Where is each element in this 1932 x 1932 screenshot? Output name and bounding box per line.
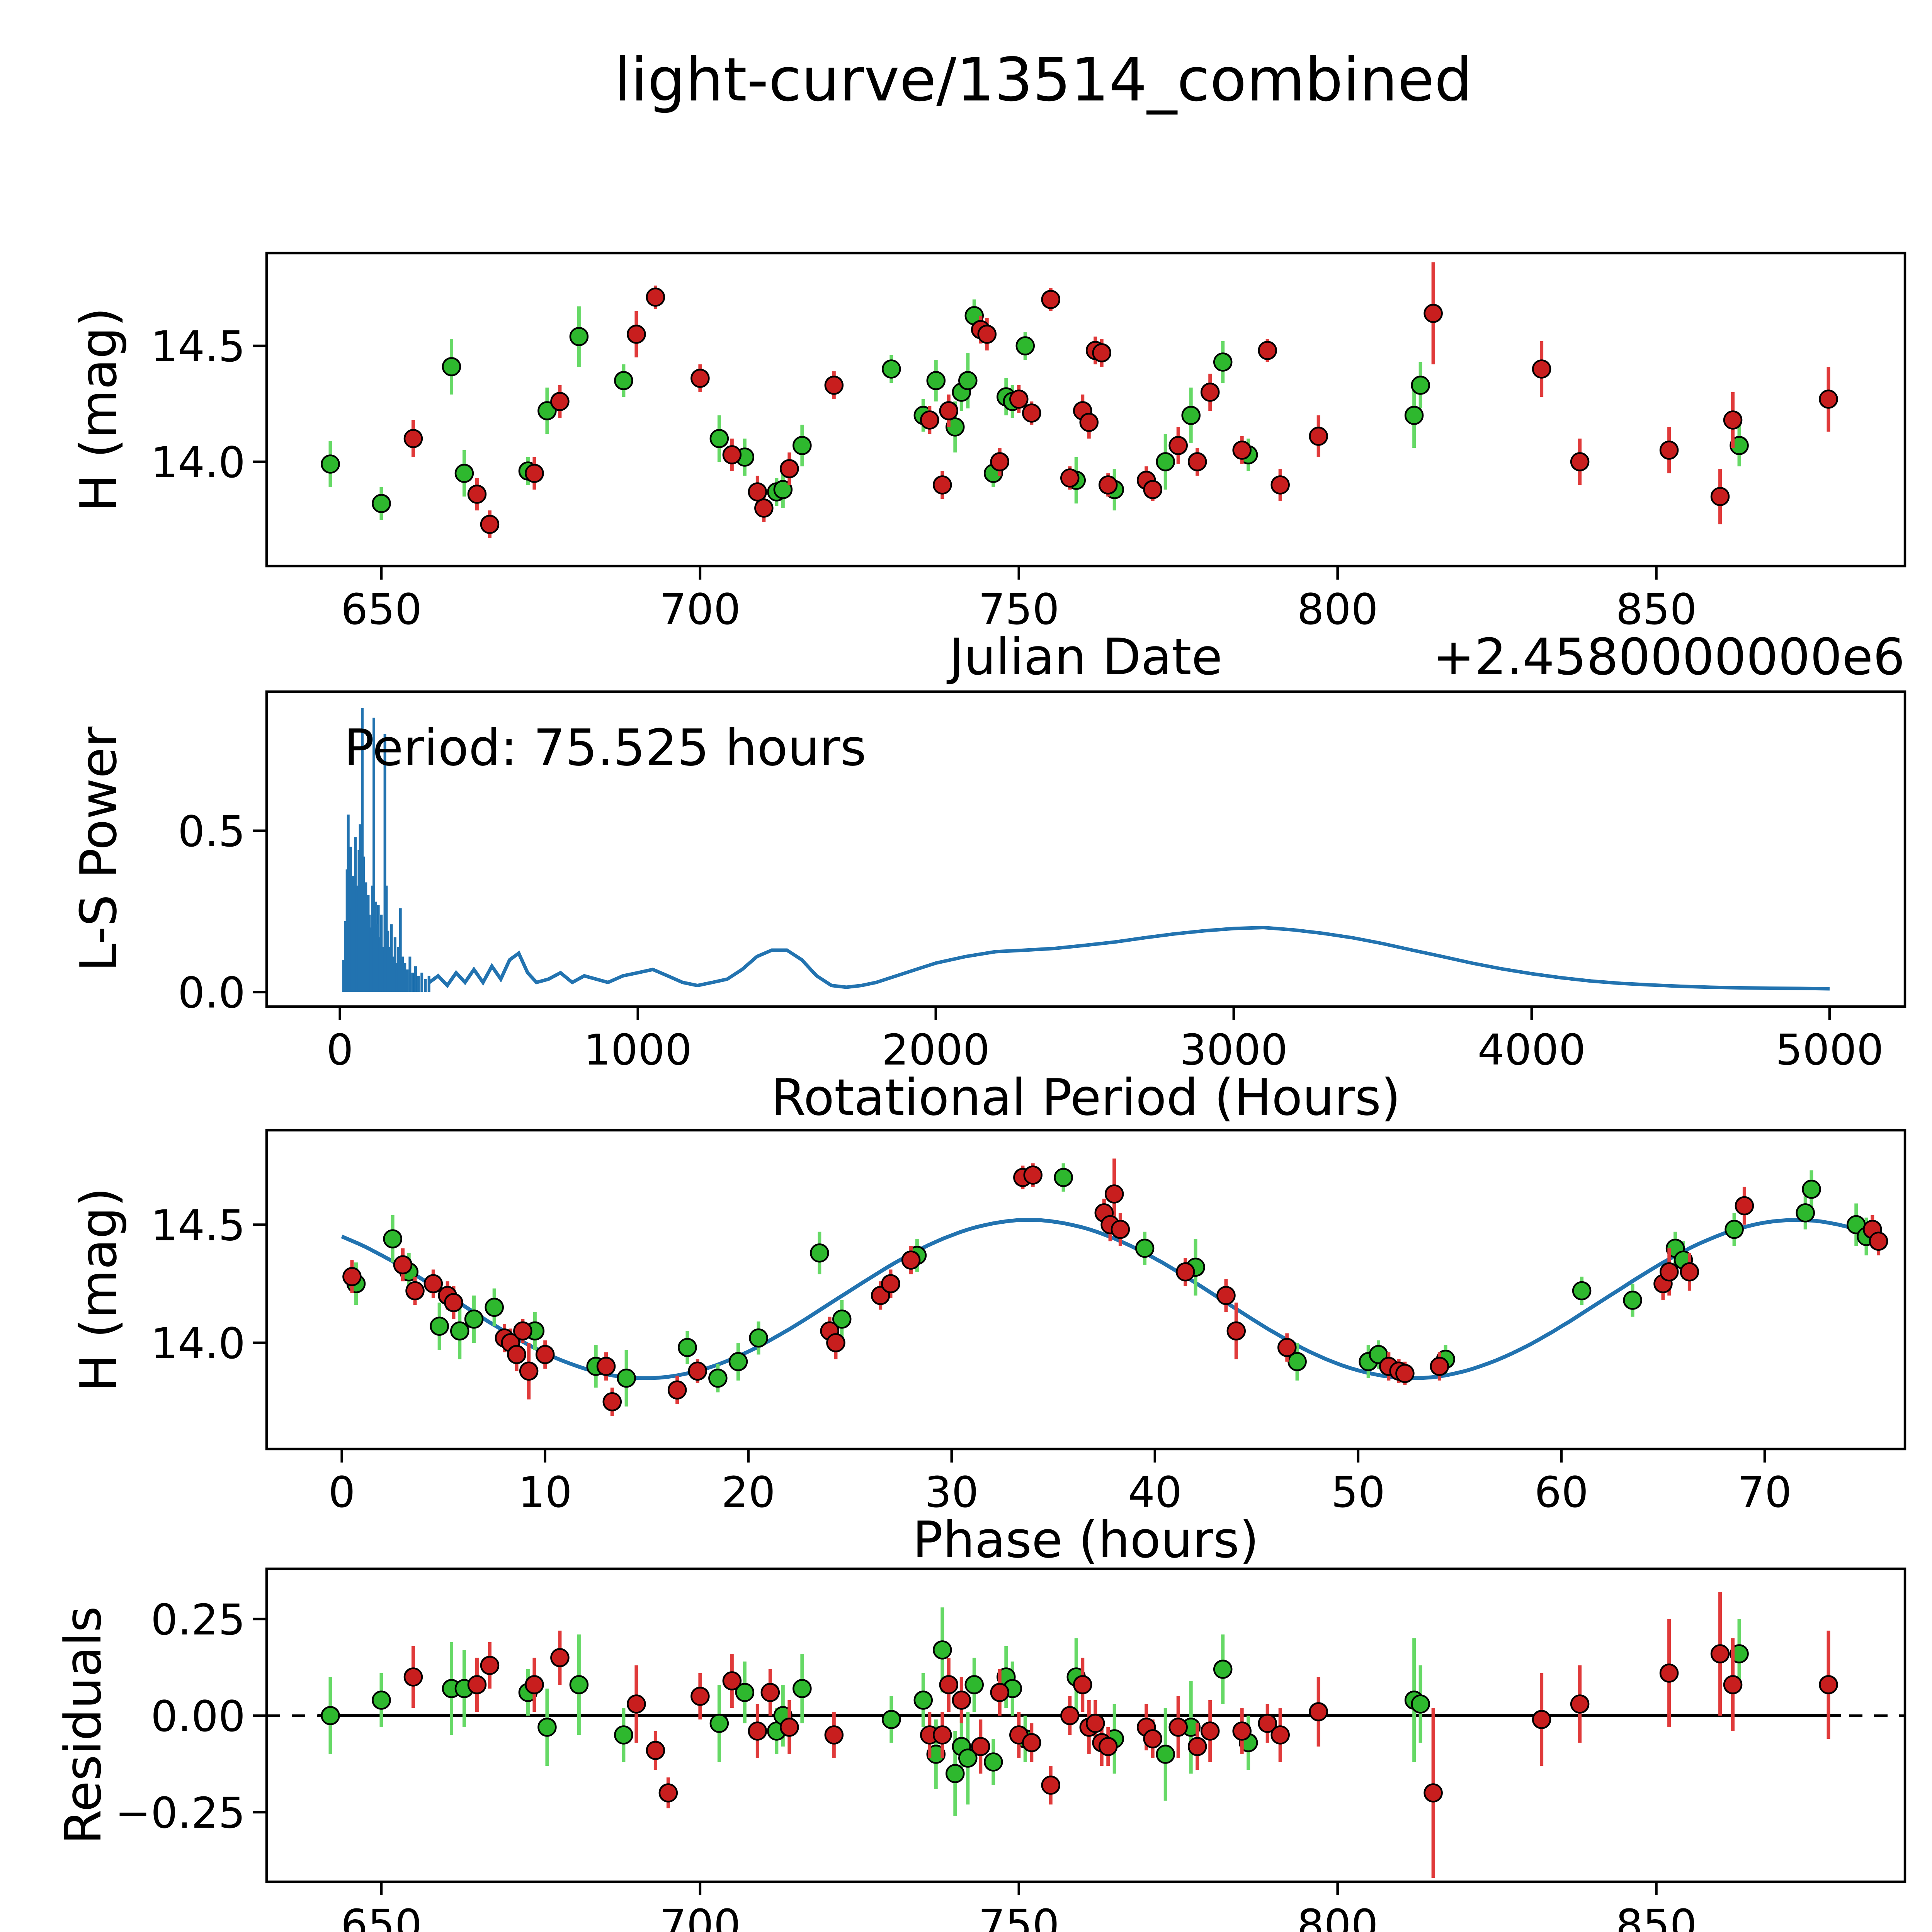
x-tick-label: 650 — [341, 585, 422, 634]
x-tick-label: 5000 — [1776, 1025, 1884, 1075]
periodogram-spikes — [342, 708, 430, 992]
ylabel-residuals: Residuals — [54, 1606, 112, 1845]
x-tick-label: 4000 — [1478, 1025, 1586, 1075]
panel-periodogram: 0 1000 2000 3000 4000 5000 0.0 0.5 — [178, 690, 1906, 1075]
x-tick-label: 750 — [978, 1900, 1060, 1932]
green-markers — [321, 306, 1749, 513]
x-tick-label: 800 — [1297, 1900, 1378, 1932]
axes-frame — [265, 690, 1906, 1008]
x-tick-label: 750 — [978, 585, 1060, 634]
y-tick-label: 0.0 — [178, 968, 245, 1017]
x-tick-label: 650 — [341, 1900, 422, 1932]
x-offset-label-top: +2.4580000000e6 — [1432, 628, 1905, 686]
x-tick-label: 30 — [925, 1468, 979, 1517]
x-tick-label: 50 — [1331, 1468, 1385, 1517]
ylabel-h-mag-top: H (mag) — [69, 307, 128, 512]
y-tick-label: 14.5 — [151, 322, 245, 371]
plot-area-residuals — [267, 1592, 1905, 1878]
y-tick-label: 0.25 — [151, 1595, 245, 1645]
red-errorbars — [411, 262, 1830, 539]
x-tick-label: 700 — [660, 1900, 741, 1932]
x-tick-label: 700 — [660, 585, 741, 634]
green-errorbars — [328, 1607, 1741, 1816]
plot-area-phase-lightcurve — [341, 1158, 1888, 1416]
axes-frame — [265, 1567, 1906, 1883]
x-tick-label: 60 — [1534, 1468, 1588, 1517]
y-tick-label: 0.5 — [178, 807, 245, 856]
x-tick-label: 850 — [1616, 1900, 1697, 1932]
x-tick-label: 10 — [518, 1468, 572, 1517]
periodogram-curve — [428, 925, 1830, 991]
panel-residuals: 650 700 750 800 850 −0.25 0.00 0.25 — [115, 1567, 1906, 1932]
ylabel-ls-power: L-S Power — [69, 726, 128, 971]
ylabel-h-mag-phase: H (mag) — [69, 1187, 128, 1392]
red-markers — [342, 1165, 1888, 1412]
plot-area-periodogram — [342, 708, 1830, 992]
x-tick-label: 0 — [327, 1025, 354, 1075]
x-tick-label: 2000 — [882, 1025, 990, 1075]
y-tick-label: 14.0 — [151, 1319, 245, 1368]
xlabel-phase-hours: Phase (hours) — [913, 1510, 1259, 1569]
panel-phase-lightcurve: 0 10 20 30 40 50 60 70 14.0 14.5 — [151, 1129, 1906, 1517]
axes-frame — [265, 1129, 1906, 1451]
x-tick-label: 40 — [1128, 1468, 1182, 1517]
x-tick-label: 800 — [1297, 585, 1378, 634]
x-tick-label: 850 — [1616, 585, 1697, 634]
red-markers — [403, 1644, 1838, 1803]
sinusoid-fit-line — [341, 1218, 1888, 1380]
y-tick-label: −0.25 — [115, 1788, 245, 1838]
x-tick-label: 20 — [721, 1468, 776, 1517]
y-tick-label: 14.5 — [151, 1201, 245, 1250]
figure-title: light-curve/13514_combined — [614, 45, 1472, 115]
plot-area-jd-lightcurve — [321, 262, 1838, 539]
x-tick-label: 1000 — [584, 1025, 692, 1075]
xlabel-julian-date-top: Julian Date — [946, 628, 1222, 686]
y-tick-label: 0.00 — [151, 1692, 245, 1741]
x-tick-label: 0 — [328, 1468, 355, 1517]
red-markers — [403, 287, 1838, 534]
x-tick-label: 3000 — [1180, 1025, 1288, 1075]
axes-frame — [265, 252, 1906, 568]
panel-jd-lightcurve: 650 700 750 800 850 14.0 14.5 — [151, 252, 1906, 634]
xlabel-rotational-period: Rotational Period (Hours) — [771, 1068, 1401, 1127]
period-annotation: Period: 75.525 hours — [344, 718, 866, 777]
x-tick-label: 70 — [1738, 1468, 1792, 1517]
y-tick-label: 14.0 — [151, 438, 245, 487]
